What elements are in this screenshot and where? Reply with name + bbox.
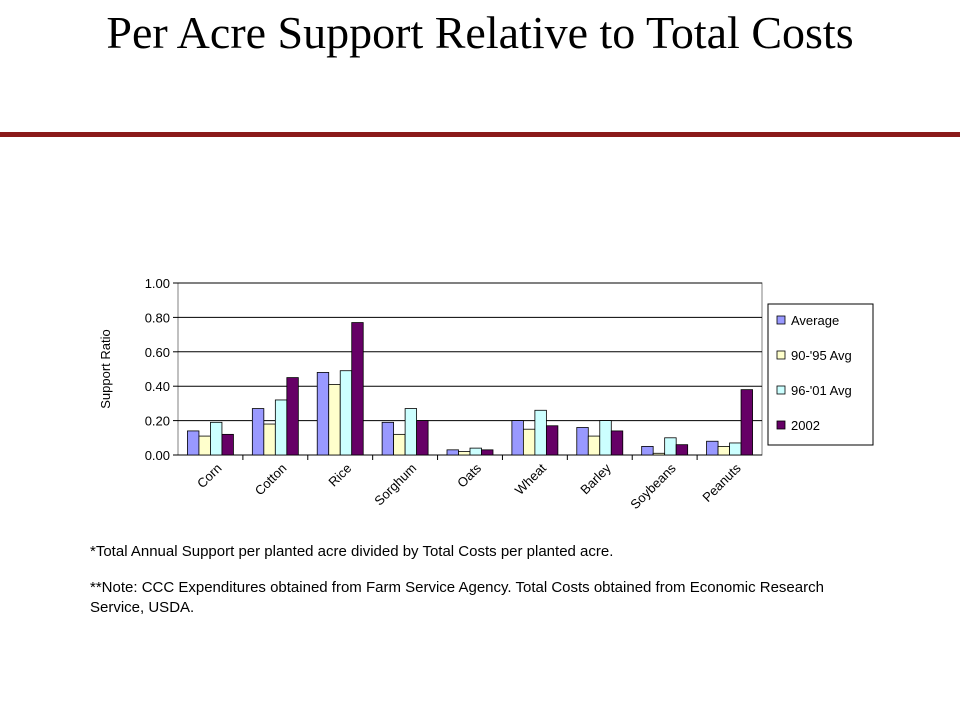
bar [221,433,234,456]
bar [587,435,601,456]
bar [351,322,364,456]
bar [416,420,429,456]
bar [198,435,211,456]
bar [610,430,624,456]
bar [286,377,299,456]
bar [458,451,471,456]
footnote-2: **Note: CCC Expenditures obtained from F… [90,579,824,616]
y-tick-label: 0.00 [145,448,170,463]
legend-label: 2002 [791,418,820,433]
legend-swatch [776,420,786,430]
bar [664,437,677,456]
y-tick-label: 0.20 [145,414,170,429]
bar [210,421,223,456]
bar [381,421,395,456]
slide-title: Per Acre Support Relative to Total Costs [106,7,854,58]
y-tick-label: 0.80 [145,310,170,325]
bar [187,430,200,456]
x-tick-label: Rice [325,461,354,490]
bar [534,409,547,456]
legend-box [767,303,874,446]
y-axis-label: Support Ratio [98,329,113,409]
x-tick-label: Cotton [252,461,290,499]
bar [339,370,353,456]
bar [251,408,265,456]
bar [481,449,494,456]
x-tick-label: Soybeans [627,460,679,512]
bar [599,420,612,456]
x-tick-label: Peanuts [699,460,744,505]
x-tick-label: Barley [577,460,614,497]
bar [263,423,276,456]
legend-swatch [776,350,786,360]
bar [545,425,559,456]
x-tick-label: Oats [454,460,484,490]
legend-label: Average [791,313,839,328]
bar [522,428,536,456]
title-rule [0,132,960,137]
bar [706,440,719,456]
legend-label: 96-'01 Avg [791,383,852,398]
bar [675,444,689,456]
y-tick-label: 1.00 [145,276,170,291]
legend-swatch [776,385,786,395]
bar [469,447,482,456]
bar [511,420,524,456]
footnote-1: *Total Annual Support per planted acre d… [90,543,614,560]
bar [393,433,406,456]
x-tick-label: Sorghum [371,461,419,509]
y-tick-label: 0.40 [145,379,170,394]
bar [576,427,589,456]
legend-label: 90-'95 Avg [791,348,852,363]
bar [316,372,330,456]
bar [652,452,666,456]
y-tick-label: 0.60 [145,345,170,360]
bar [717,445,730,456]
bar [274,399,288,456]
x-tick-label: Wheat [512,460,549,497]
bar [641,445,654,456]
bar [328,384,341,456]
bar [404,408,418,456]
bar [446,449,459,456]
legend-swatch [776,315,786,325]
bar [740,389,753,456]
x-tick-label: Corn [194,461,225,492]
bar [729,442,742,456]
